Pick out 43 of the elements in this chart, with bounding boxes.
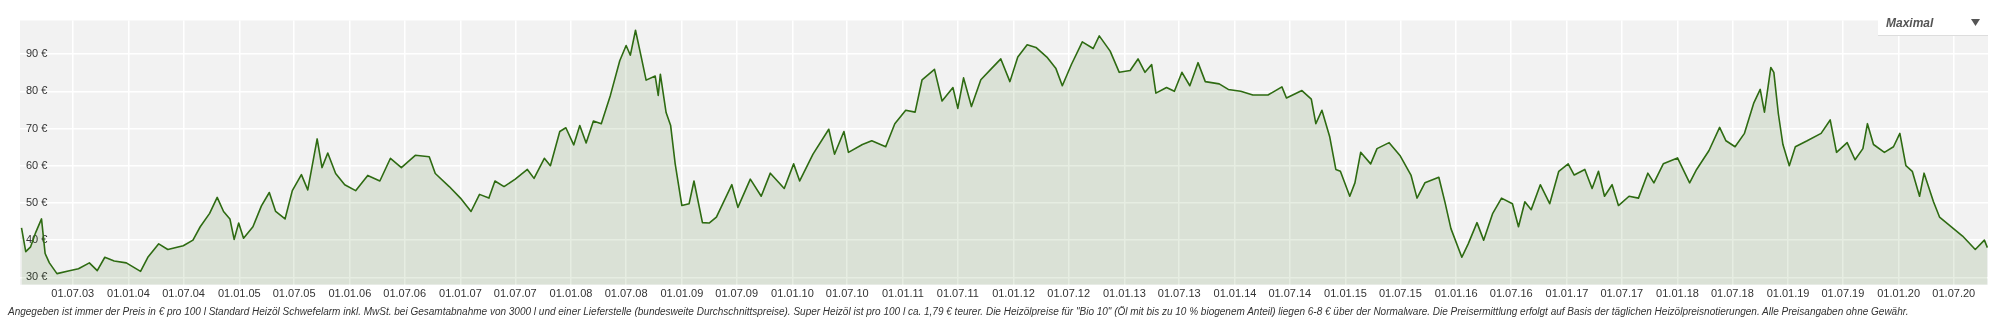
- x-tick-label: 01.01.12: [992, 287, 1035, 300]
- x-tick-label: 01.07.10: [825, 287, 869, 300]
- x-tick-label: 01.01.04: [107, 287, 150, 300]
- x-tick-label: 01.01.16: [1434, 287, 1478, 300]
- x-tick-label: 01.07.17: [1600, 287, 1644, 300]
- x-tick-label: 01.07.09: [715, 287, 759, 300]
- y-tick-label: 30 €: [26, 270, 48, 283]
- x-tick-label: 01.01.06: [328, 287, 372, 300]
- x-tick-label: 01.01.09: [660, 287, 704, 300]
- y-tick-label: 80 €: [26, 84, 48, 97]
- x-tick-label: 01.07.18: [1710, 287, 1754, 300]
- x-tick-label: 01.01.15: [1324, 287, 1367, 300]
- x-tick-label: 01.07.03: [51, 287, 95, 300]
- x-tick-label: 01.01.11: [881, 287, 924, 300]
- x-tick-label: 01.07.13: [1157, 287, 1201, 300]
- x-tick-label: 01.07.14: [1268, 287, 1312, 300]
- x-tick-label: 01.01.10: [771, 287, 814, 300]
- x-tick-label: 01.07.08: [604, 287, 648, 300]
- x-tick-label: 01.01.20: [1877, 287, 1921, 300]
- x-tick-label: 01.07.07: [493, 287, 537, 300]
- text: Angegeben ist immer der Preis in € pro 100 l Standard Heizöl Schwefelarm inkl. MwSt. bei Gesamtabnahme von 3000 l und einer Lieferstelle (bundesweite Durchschnittspreise). Super Heizöl ist pro 100 l ca. 1,79 € teurer. Die Heizölpreise für "Bio 10" (Öl mit bis zu 10 % biogenem Anteil) liegen 6-8 € über der Normalware. Die Preisermittlung erfolgt auf Basis der täglichen Heizölpreisnotierungen. Alle Preisangaben ohne Gewähr.: [8, 306, 1910, 317]
- x-tick-label: 01.01.14: [1213, 287, 1257, 300]
- x-tick-label: 01.07.16: [1489, 287, 1533, 300]
- x-tick-label: 01.01.05: [217, 287, 261, 300]
- x-tick-label: 01.07.11: [936, 287, 979, 300]
- x-tick-label: 01.01.08: [549, 287, 593, 300]
- x-tick-label: 01.07.06: [383, 287, 427, 300]
- x-tick-label: 01.01.17: [1545, 287, 1589, 300]
- y-tick-label: 70 €: [26, 121, 48, 134]
- y-tick-label: 60 €: [26, 158, 48, 171]
- x-tick-label: 01.07.04: [162, 287, 205, 300]
- x-tick-label: 01.01.07: [439, 287, 482, 300]
- x-tick-label: 01.07.20: [1932, 287, 1976, 300]
- x-tick-label: 01.07.05: [272, 287, 316, 300]
- y-tick-label: 50 €: [26, 195, 48, 208]
- y-tick-label: 90 €: [26, 47, 48, 60]
- x-tick-label: 01.01.19: [1766, 287, 1810, 300]
- x-tick-label: 01.07.19: [1821, 287, 1865, 300]
- x-tick-label: 01.01.18: [1656, 287, 1699, 300]
- x-tick-label: 01.07.12: [1047, 287, 1091, 300]
- annotation: Maximal: [1886, 15, 1934, 30]
- x-tick-label: 01.01.13: [1102, 287, 1146, 300]
- x-tick-label: 01.07.15: [1378, 287, 1422, 300]
